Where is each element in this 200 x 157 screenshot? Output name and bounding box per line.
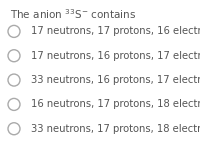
Text: 17 neutrons, 17 protons, 16 electrons: 17 neutrons, 17 protons, 16 electrons [31, 26, 200, 36]
Text: 16 neutrons, 17 protons, 18 electrons: 16 neutrons, 17 protons, 18 electrons [31, 99, 200, 109]
Text: 33 neutrons, 16 protons, 17 electrons: 33 neutrons, 16 protons, 17 electrons [31, 75, 200, 85]
Text: The anion $^{33}$S$^{-}$ contains: The anion $^{33}$S$^{-}$ contains [10, 7, 136, 21]
Text: 17 neutrons, 16 protons, 17 electrons: 17 neutrons, 16 protons, 17 electrons [31, 51, 200, 61]
Text: 33 neutrons, 17 protons, 18 electrons: 33 neutrons, 17 protons, 18 electrons [31, 124, 200, 134]
